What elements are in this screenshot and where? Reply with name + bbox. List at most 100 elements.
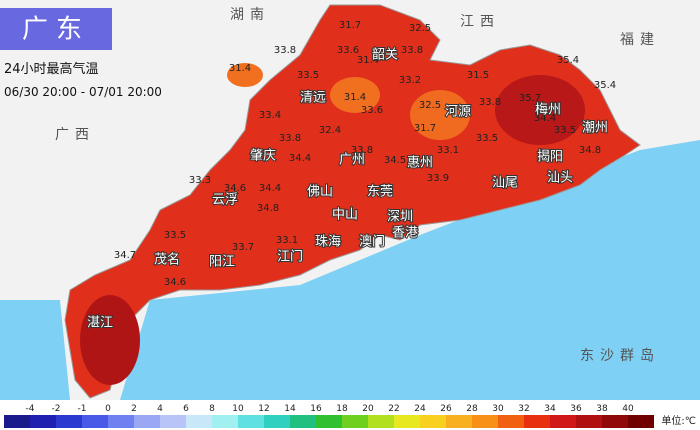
city-label: 潮州	[582, 121, 608, 136]
city-label: 梅州	[535, 103, 561, 118]
temperature: 35.4	[557, 55, 579, 66]
temperature: 31.7	[414, 123, 436, 134]
region-label: 湖南	[230, 7, 270, 23]
cool-zone	[410, 90, 470, 140]
legend-swatch	[342, 415, 368, 428]
temperature: 33.5	[164, 230, 186, 241]
city-label: 肇庆	[250, 149, 276, 164]
legend-tick: 18	[336, 404, 348, 414]
city-label: 河源	[445, 105, 471, 120]
city-label: 汕尾	[492, 176, 518, 191]
temperature: 33.8	[401, 45, 423, 56]
temperature: 34.4	[259, 183, 281, 194]
temperature: 34.7	[114, 250, 136, 261]
legend-swatch	[4, 415, 30, 428]
legend-tick: 30	[492, 404, 504, 414]
legend-unit: 单位:℃	[661, 414, 696, 427]
legend-tick: 22	[388, 404, 399, 414]
temperature: 33.9	[427, 173, 449, 184]
legend-swatch	[368, 415, 394, 428]
legend-swatch	[576, 415, 602, 428]
legend-tick: 38	[596, 404, 608, 414]
legend-swatch	[316, 415, 342, 428]
legend-tick: 2	[131, 404, 137, 414]
temperature: 33.8	[274, 45, 296, 56]
temperature: 32.5	[419, 100, 441, 111]
temperature: 34.6	[224, 183, 246, 194]
legend-tick: 4	[157, 404, 163, 414]
legend-swatch	[160, 415, 186, 428]
temperature: 33.6	[361, 105, 383, 116]
legend-tick: -2	[52, 404, 61, 414]
temperature: 31.7	[339, 20, 361, 31]
cool-zone	[227, 63, 263, 87]
legend-tick: 6	[183, 404, 189, 414]
legend-tick: 26	[440, 404, 452, 414]
city-label: 香港	[392, 226, 418, 241]
temperature: 33.8	[279, 133, 301, 144]
city-label: 韶关	[372, 47, 398, 63]
temperature: 32.5	[409, 23, 431, 34]
temperature: 34.4	[534, 113, 556, 124]
legend-tick: 24	[414, 404, 426, 414]
city-label: 东莞	[367, 185, 393, 200]
temperature: 31.4	[344, 92, 366, 103]
temperature: 34.8	[257, 203, 279, 214]
legend-swatch	[238, 415, 264, 428]
temperature: 33.1	[276, 235, 298, 246]
subtitle: 24小时最高气温	[4, 61, 99, 77]
legend-tick: 0	[105, 404, 111, 414]
city-label: 澳门	[359, 234, 385, 250]
region-label: 东沙群岛	[580, 348, 660, 364]
temperature: 33.5	[554, 125, 576, 136]
temperature: 35.7	[519, 93, 541, 104]
city-label: 清远	[300, 91, 326, 106]
legend-tick: 28	[466, 404, 478, 414]
legend-tick: 12	[258, 404, 269, 414]
temperature: 31.4	[229, 63, 251, 74]
temperature: 34.5	[384, 155, 406, 166]
city-label: 中山	[332, 208, 358, 223]
temperature: 34.6	[164, 277, 186, 288]
title-box	[0, 8, 112, 50]
temperature: 33.4	[259, 110, 281, 121]
legend-tick: 34	[544, 404, 556, 414]
legend-tick: 16	[310, 404, 322, 414]
temperature: 33.1	[437, 145, 459, 156]
legend-tick: 10	[232, 404, 244, 414]
temperature: 34.4	[289, 153, 311, 164]
city-label: 揭阳	[537, 150, 563, 165]
legend-swatch	[82, 415, 108, 428]
legend-swatch	[186, 415, 212, 428]
legend-swatch	[56, 415, 82, 428]
city-label: 珠海	[315, 235, 341, 250]
temperature: 31.5	[467, 70, 489, 81]
temperature: 34.8	[579, 145, 601, 156]
legend-swatch	[446, 415, 472, 428]
city-label: 江门	[277, 250, 303, 265]
legend-swatch	[264, 415, 290, 428]
period: 06/30 20:00 - 07/01 20:00	[4, 85, 162, 99]
temperature: 33.5	[476, 133, 498, 144]
legend-swatch	[524, 415, 550, 428]
legend-tick: -1	[78, 404, 87, 414]
city-label: 广州	[339, 153, 365, 168]
cool-zone	[330, 77, 380, 113]
temperature: 33.2	[399, 75, 421, 86]
legend-swatch	[628, 415, 654, 428]
temperature: 31.4	[357, 55, 379, 66]
legend-tick: 36	[570, 404, 582, 414]
city-label: 佛山	[307, 185, 333, 200]
region-label: 福建	[620, 32, 660, 48]
city-label: 深圳	[387, 210, 413, 225]
legend-tick: -4	[26, 404, 35, 414]
temperature: 33.8	[351, 145, 373, 156]
temperature: 33.3	[189, 175, 211, 186]
city-label: 茂名	[154, 252, 180, 268]
legend-swatch	[550, 415, 576, 428]
temperature: 32.4	[319, 125, 341, 136]
city-label: 云浮	[212, 193, 238, 208]
city-label: 惠州	[407, 156, 433, 171]
city-label: 汕头	[547, 171, 573, 186]
